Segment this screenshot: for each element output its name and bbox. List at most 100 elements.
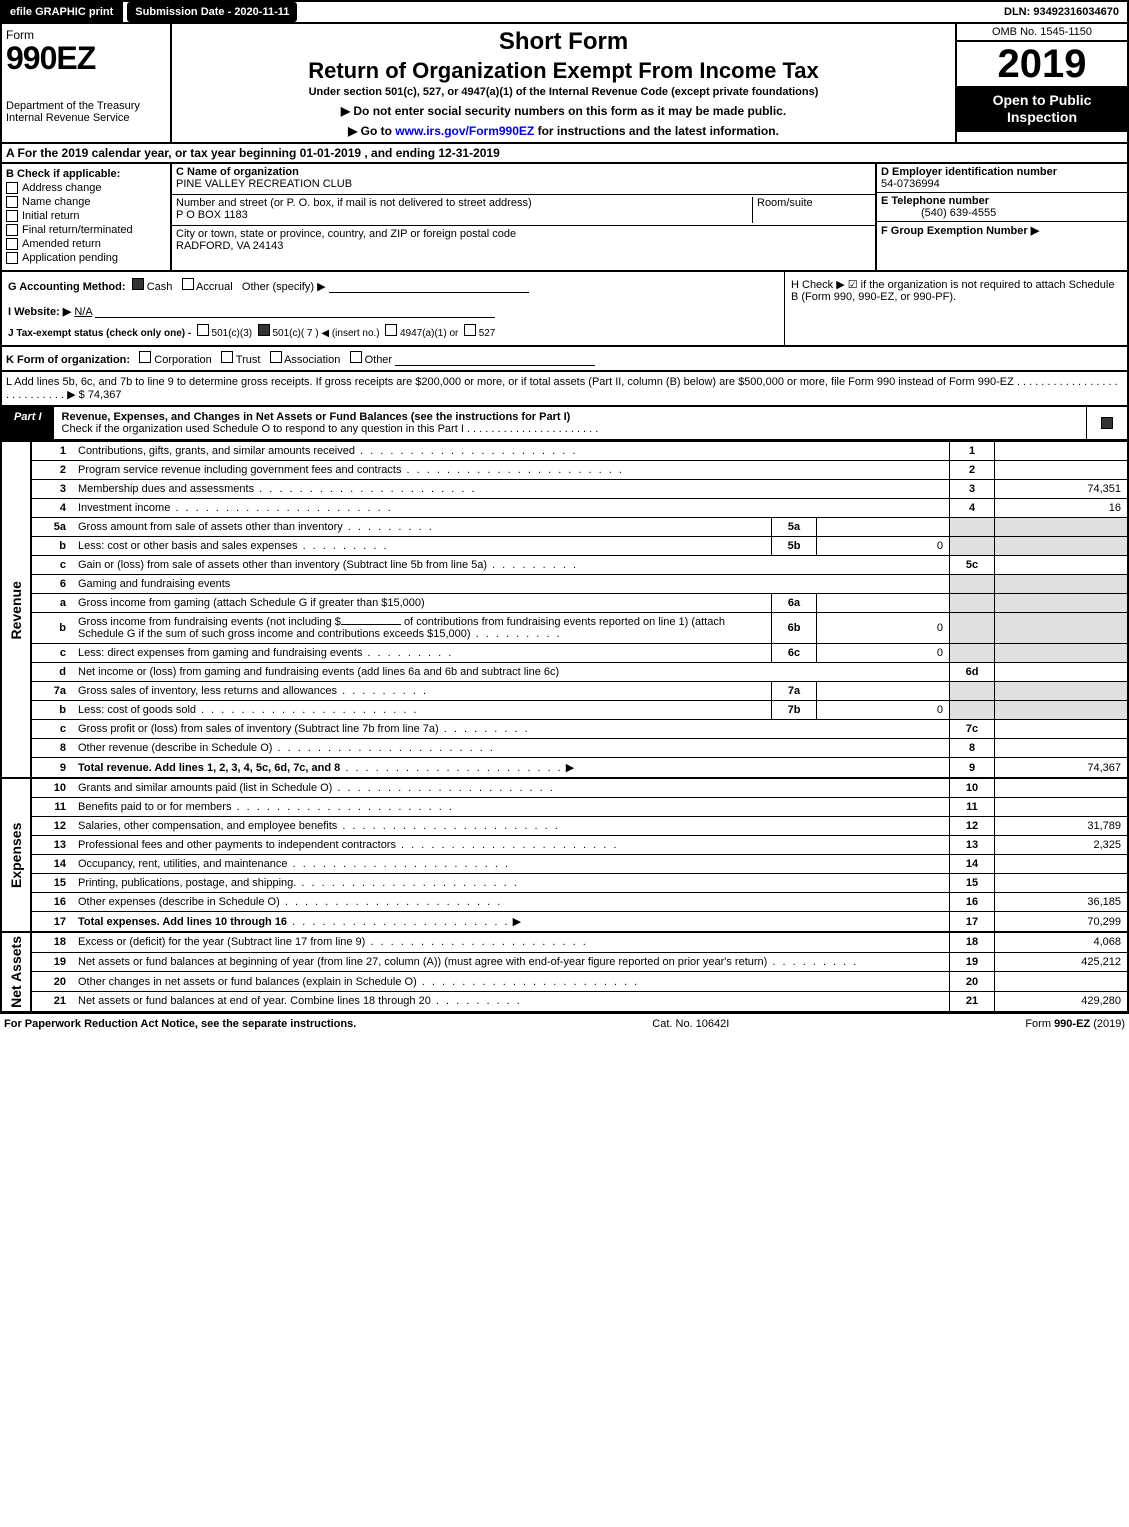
checkbox-cash[interactable]	[132, 278, 144, 290]
other-org-field[interactable]	[395, 353, 595, 366]
org-name-label: C Name of organization	[176, 166, 299, 178]
side-label-revenue: Revenue	[1, 442, 31, 779]
table-row: b Less: cost or other basis and sales ex…	[1, 537, 1128, 556]
form-number: 990EZ	[6, 42, 166, 74]
header-mid: Short Form Return of Organization Exempt…	[172, 24, 955, 142]
side-label-expenses: Expenses	[1, 778, 31, 932]
city-value: RADFORD, VA 24143	[176, 240, 283, 252]
top-bar-left: efile GRAPHIC print Submission Date - 20…	[2, 2, 297, 22]
l-text: L Add lines 5b, 6c, and 7b to line 9 to …	[6, 376, 1118, 401]
col-b-header: B Check if applicable:	[6, 168, 166, 180]
table-row: c Gain or (loss) from sale of assets oth…	[1, 556, 1128, 575]
checkbox-other-org[interactable]	[350, 351, 362, 363]
phone-label: E Telephone number	[881, 195, 989, 207]
l-gross-receipts: L Add lines 5b, 6c, and 7b to line 9 to …	[0, 372, 1129, 407]
table-row: 13 Professional fees and other payments …	[1, 836, 1128, 855]
tax-year: 2019	[957, 42, 1127, 86]
checkbox-accrual[interactable]	[182, 278, 194, 290]
table-row: Expenses 10 Grants and similar amounts p…	[1, 778, 1128, 798]
table-row: c Gross profit or (loss) from sales of i…	[1, 720, 1128, 739]
table-row: 16 Other expenses (describe in Schedule …	[1, 893, 1128, 912]
table-row: b Less: cost of goods sold 7b 0	[1, 701, 1128, 720]
checkbox-amended-return[interactable]: Amended return	[6, 238, 166, 250]
street-label: Number and street (or P. O. box, if mail…	[176, 197, 532, 209]
entity-block: B Check if applicable: Address change Na…	[0, 164, 1129, 272]
table-row: 4 Investment income 4 16	[1, 499, 1128, 518]
g-h-i-j-block: G Accounting Method: Cash Accrual Other …	[0, 272, 1129, 347]
header-right: OMB No. 1545-1150 2019 Open to Public In…	[955, 24, 1127, 142]
checkbox-527[interactable]	[464, 324, 476, 336]
room-suite-label: Room/suite	[752, 197, 871, 223]
checkbox-association[interactable]	[270, 351, 282, 363]
part1-label: Part I	[2, 407, 54, 439]
table-row: 21 Net assets or fund balances at end of…	[1, 992, 1128, 1012]
k-form-of-organization: K Form of organization: Corporation Trus…	[0, 347, 1129, 372]
checkbox-initial-return[interactable]: Initial return	[6, 210, 166, 222]
part1-table: Revenue 1 Contributions, gifts, grants, …	[0, 441, 1129, 1013]
table-row: b Gross income from fundraising events (…	[1, 613, 1128, 644]
table-row: 8 Other revenue (describe in Schedule O)…	[1, 739, 1128, 758]
page-footer: For Paperwork Reduction Act Notice, see …	[0, 1013, 1129, 1034]
street-value: P O BOX 1183	[176, 209, 248, 221]
table-row: d Net income or (loss) from gaming and f…	[1, 663, 1128, 682]
other-specify-field[interactable]	[329, 280, 529, 293]
ein-label: D Employer identification number	[881, 166, 1057, 178]
dln-label: DLN: 93492316034670	[996, 2, 1127, 22]
phone-value: (540) 639-4555	[881, 207, 996, 219]
checkbox-address-change[interactable]: Address change	[6, 182, 166, 194]
top-bar: efile GRAPHIC print Submission Date - 20…	[0, 0, 1129, 22]
website-value: N/A	[74, 306, 92, 318]
table-row: 15 Printing, publications, postage, and …	[1, 874, 1128, 893]
section-a-tax-year: A For the 2019 calendar year, or tax yea…	[0, 144, 1129, 164]
table-row: 14 Occupancy, rent, utilities, and maint…	[1, 855, 1128, 874]
column-d-e-f: D Employer identification number 54-0736…	[875, 164, 1127, 270]
ein-value: 54-0736994	[881, 178, 940, 190]
table-row: 11 Benefits paid to or for members 11	[1, 798, 1128, 817]
table-row: Revenue 1 Contributions, gifts, grants, …	[1, 442, 1128, 461]
checkbox-4947[interactable]	[385, 324, 397, 336]
city-label: City or town, state or province, country…	[176, 228, 516, 240]
table-row: 12 Salaries, other compensation, and emp…	[1, 817, 1128, 836]
omb-number: OMB No. 1545-1150	[957, 24, 1127, 42]
table-row: a Gross income from gaming (attach Sched…	[1, 594, 1128, 613]
part1-header: Part I Revenue, Expenses, and Changes in…	[0, 407, 1129, 441]
checkbox-corporation[interactable]	[139, 351, 151, 363]
open-to-public-inspection: Open to Public Inspection	[957, 86, 1127, 132]
irs-link[interactable]: www.irs.gov/Form990EZ	[395, 124, 534, 138]
return-title: Return of Organization Exempt From Incom…	[180, 58, 947, 84]
under-section-text: Under section 501(c), 527, or 4947(a)(1)…	[180, 86, 947, 98]
table-row: 7a Gross sales of inventory, less return…	[1, 682, 1128, 701]
part1-check-schedule-o[interactable]	[1086, 407, 1127, 439]
checkbox-501c[interactable]	[258, 324, 270, 336]
table-row: 5a Gross amount from sale of assets othe…	[1, 518, 1128, 537]
submission-date-button[interactable]: Submission Date - 2020-11-11	[127, 2, 297, 22]
checkbox-trust[interactable]	[221, 351, 233, 363]
org-name-value: PINE VALLEY RECREATION CLUB	[176, 178, 352, 190]
column-b-checkboxes: B Check if applicable: Address change Na…	[2, 164, 172, 270]
table-row: 3 Membership dues and assessments 3 74,3…	[1, 480, 1128, 499]
accounting-method-line: G Accounting Method: Cash Accrual Other …	[8, 278, 778, 293]
form-header: Form 990EZ Department of the Treasury In…	[0, 22, 1129, 144]
checkbox-name-change[interactable]: Name change	[6, 196, 166, 208]
efile-button[interactable]: efile GRAPHIC print	[2, 2, 123, 22]
ssn-warning: ▶ Do not enter social security numbers o…	[180, 104, 947, 118]
table-row: 20 Other changes in net assets or fund b…	[1, 972, 1128, 992]
table-row: 9 Total revenue. Add lines 1, 2, 3, 4, 5…	[1, 758, 1128, 779]
paperwork-notice: For Paperwork Reduction Act Notice, see …	[4, 1018, 356, 1030]
side-label-net-assets: Net Assets	[1, 932, 31, 1012]
short-form-title: Short Form	[180, 28, 947, 56]
part1-subtitle: Check if the organization used Schedule …	[62, 423, 1078, 435]
form-footer-label: Form 990-EZ (2019)	[1025, 1018, 1125, 1030]
goto-line: ▶ Go to www.irs.gov/Form990EZ for instru…	[180, 124, 947, 138]
table-row: 6 Gaming and fundraising events	[1, 575, 1128, 594]
checkbox-501c3[interactable]	[197, 324, 209, 336]
header-left: Form 990EZ Department of the Treasury In…	[2, 24, 172, 142]
group-exemption-label: F Group Exemption Number ▶	[881, 225, 1039, 237]
h-check-text: H Check ▶ ☑ if the organization is not r…	[791, 279, 1114, 303]
checkbox-final-return[interactable]: Final return/terminated	[6, 224, 166, 236]
h-schedule-b-box: H Check ▶ ☑ if the organization is not r…	[784, 272, 1127, 345]
g-left-column: G Accounting Method: Cash Accrual Other …	[2, 272, 784, 345]
j-tax-exempt-line: J Tax-exempt status (check only one) - 5…	[8, 324, 778, 339]
website-line: I Website: ▶ N/A	[8, 305, 778, 318]
checkbox-application-pending[interactable]: Application pending	[6, 252, 166, 264]
